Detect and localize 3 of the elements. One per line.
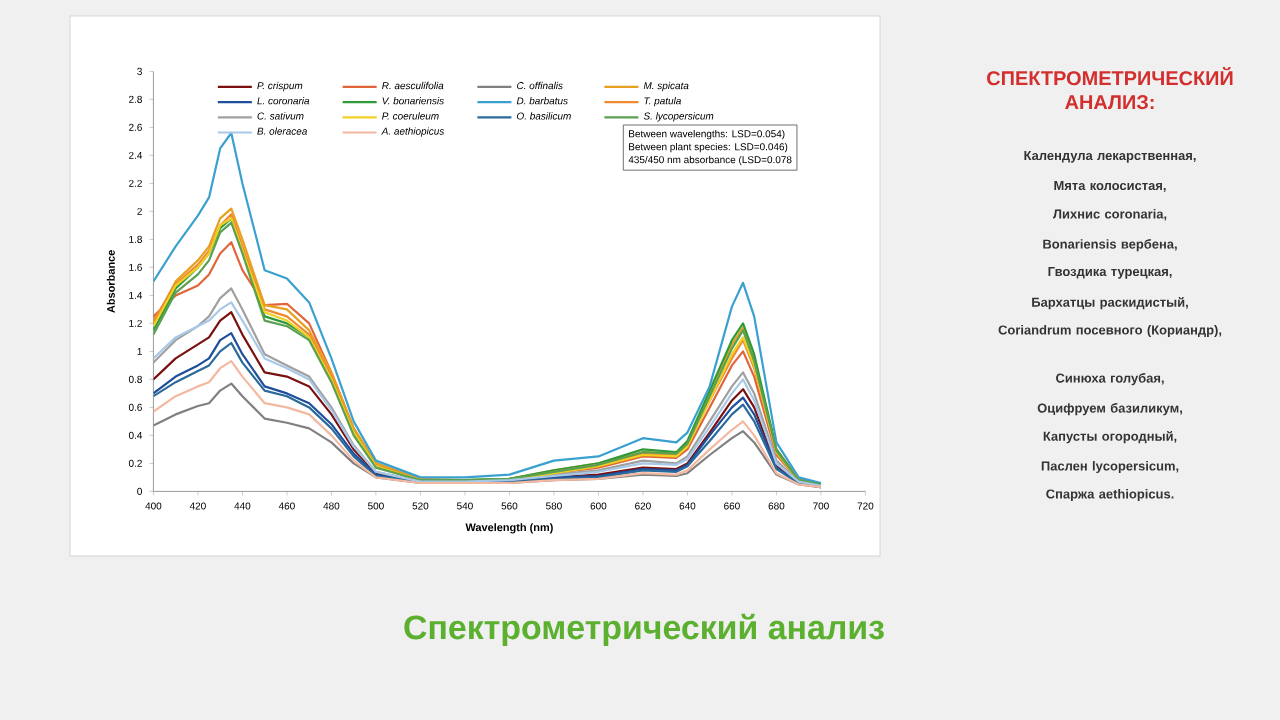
text: Спектрометрический анализ — [404, 613, 884, 647]
line-series — [153, 131, 823, 485]
text: СПЕКТРОМЕТРИЧЕСКИЙ АНАЛИЗ: — [987, 67, 1233, 110]
